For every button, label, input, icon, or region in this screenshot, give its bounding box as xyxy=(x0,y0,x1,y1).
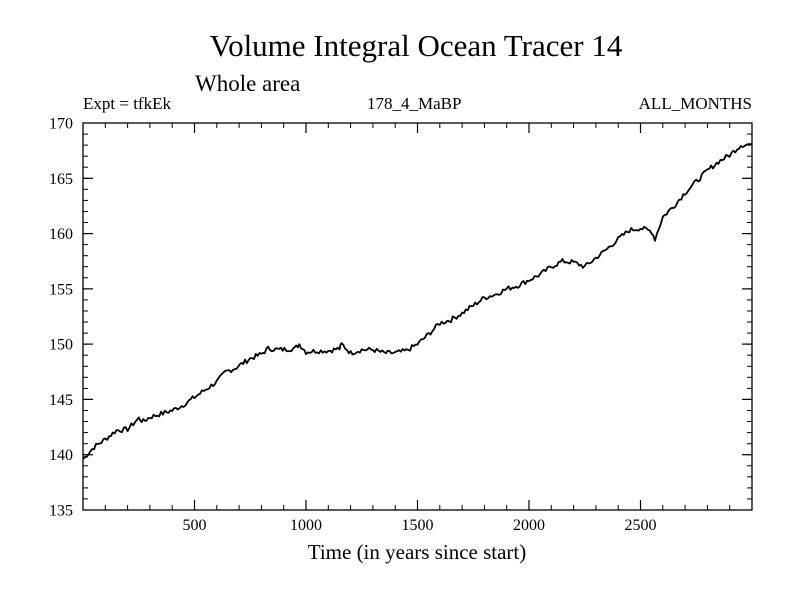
experiment-label: Expt = tfkEk xyxy=(83,94,171,113)
major-ticks xyxy=(83,123,752,510)
tick-labels: 500 1000 1500 2000 2500 135 140 145 150 155 160 165… xyxy=(49,116,657,535)
x-axis-label: Time (in years since start) xyxy=(308,540,527,564)
chart-title: Volume Integral Ocean Tracer 14 xyxy=(209,28,623,63)
x-tick-label: 1500 xyxy=(402,517,434,534)
minor-ticks xyxy=(83,123,752,510)
months-label: ALL_MONTHS xyxy=(638,94,752,113)
series-layer xyxy=(82,143,753,460)
x-tick-label: 500 xyxy=(183,517,207,534)
x-tick-label: 1000 xyxy=(290,517,322,534)
y-tick-label: 135 xyxy=(49,503,73,520)
y-tick-label: 155 xyxy=(49,281,73,298)
series-line xyxy=(82,143,753,460)
y-tick-label: 160 xyxy=(49,226,73,243)
y-tick-label: 145 xyxy=(49,392,73,409)
plot-frame xyxy=(82,122,753,511)
y-tick-label: 140 xyxy=(49,447,73,464)
chart-subtitle: Whole area xyxy=(195,71,301,96)
y-tick-label: 170 xyxy=(49,116,73,133)
y-tick-label: 150 xyxy=(49,337,73,354)
y-tick-label: 165 xyxy=(49,171,73,188)
x-tick-label: 2500 xyxy=(625,517,657,534)
period-label: 178_4_MaBP xyxy=(367,94,462,113)
x-tick-label: 2000 xyxy=(513,517,545,534)
